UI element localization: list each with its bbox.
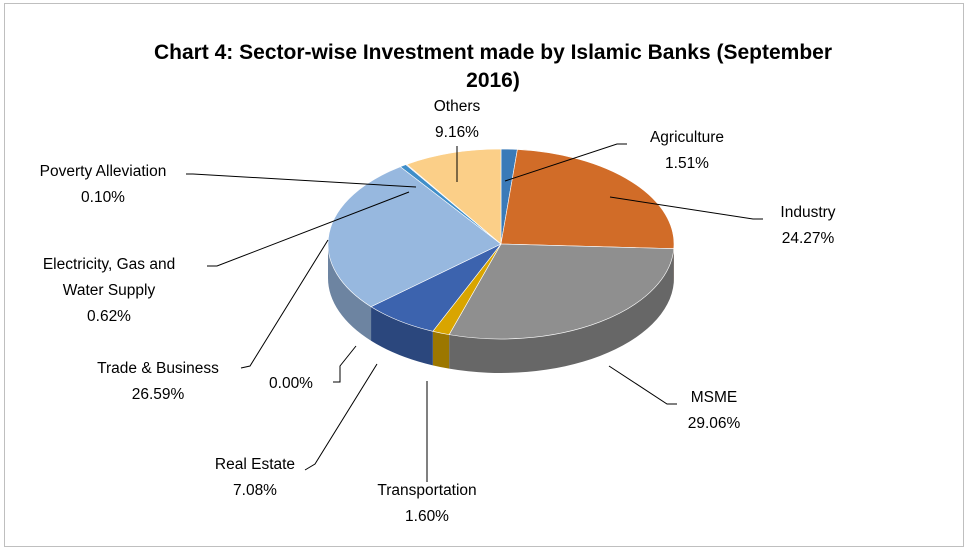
label-agriculture-name: Agriculture [650,129,724,146]
label-industry-name: Industry [780,204,835,221]
label-agriculture-value: 1.51% [665,155,709,172]
leader-line-zero [333,345,357,383]
label-electricity-value: 0.62% [87,308,131,325]
leader-line-poverty [186,173,417,188]
label-electricity-name-1: Electricity, Gas and [43,256,175,273]
label-msme-name: MSME [691,389,738,406]
pie-chart: Chart 4: Sector-wise Investment made by … [40,41,836,525]
label-others-name: Others [434,98,481,115]
label-poverty-value: 0.10% [81,189,125,206]
leader-line-electricity [207,191,410,267]
label-trade-value: 26.59% [132,386,185,403]
pie-side-real-estate [371,306,433,366]
chart-title-line-2: 2016) [466,69,520,92]
leader-lines [186,143,763,482]
label-transportation-name: Transportation [377,482,476,499]
pie-slice-msme [448,243,675,340]
pie-side-trade-business [328,244,372,341]
label-real-estate-name: Real Estate [215,456,295,473]
pie-slice-others [406,148,502,245]
chart-frame: Chart 4: Sector-wise Investment made by … [4,3,964,547]
pie-side-msme [449,248,674,373]
label-trade-name: Trade & Business [97,360,219,377]
pie-side-transportation [432,331,450,369]
pie-slice-trade-business [327,166,502,308]
label-poverty-name: Poverty Alleviation [40,163,167,180]
label-real-estate-value: 7.08% [233,482,277,499]
leader-line-msme [608,365,677,405]
label-electricity-name-2: Water Supply [63,282,156,299]
leader-line-trade [240,239,329,369]
pie-top [327,148,675,340]
label-zero-value: 0.00% [269,375,313,392]
leader-line-real-estate [304,363,378,471]
chart-title-line-1: Chart 4: Sector-wise Investment made by … [154,41,832,64]
pie-slice-industry [500,149,675,249]
leader-line-industry [609,196,763,220]
label-industry-value: 24.27% [782,230,835,247]
pie-sides [328,244,674,373]
label-others-value: 9.16% [435,124,479,141]
label-msme-value: 29.06% [688,415,741,432]
label-transportation-value: 1.60% [405,508,449,525]
leader-line-agriculture [504,143,627,182]
